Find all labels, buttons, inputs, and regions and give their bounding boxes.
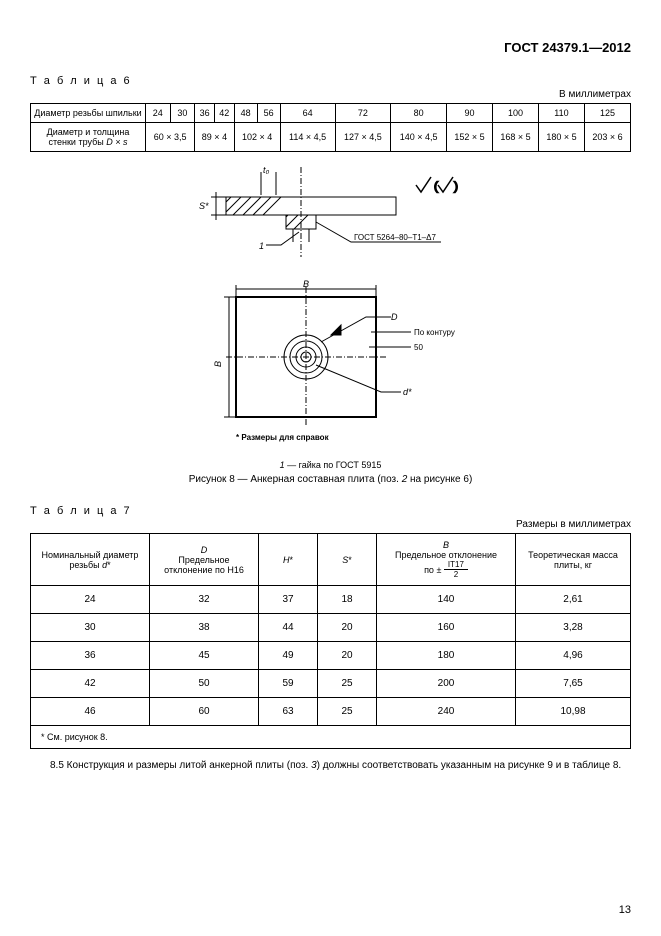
svg-text:50: 50: [414, 343, 423, 352]
t7-cell: 49: [259, 642, 318, 670]
t7-cell: 59: [259, 670, 318, 698]
t7-cell: 42: [31, 670, 150, 698]
t7-cell: 25: [318, 698, 377, 726]
svg-text:B: B: [213, 361, 223, 367]
figure-8: ГОСТ 5264–80–Т1–Δ7 1 S* t₀ ( ): [30, 167, 631, 450]
t6-cell: 24: [146, 104, 171, 123]
table6-label: Т а б л и ц а 6: [30, 75, 631, 87]
figure-note: 1 — 1 — гайка по ГОСТ 5915гайка по ГОСТ …: [30, 460, 631, 470]
table7-label: Т а б л и ц а 7: [30, 505, 631, 517]
t7-cell: 32: [150, 586, 259, 614]
t6-cell: 125: [584, 104, 630, 123]
t6-cell: 127 × 4,5: [335, 123, 391, 152]
t7-cell: 140: [377, 586, 516, 614]
t7-cell: 25: [318, 670, 377, 698]
t7-footnote: * См. рисунок 8.: [31, 726, 631, 749]
svg-text:(: (: [434, 179, 438, 193]
t7-cell: 7,65: [516, 670, 631, 698]
doc-header: ГОСТ 24379.1—2012: [30, 40, 631, 55]
t6-cell: 56: [257, 104, 280, 123]
svg-text:1: 1: [259, 241, 264, 251]
t6-cell: 102 × 4: [234, 123, 280, 152]
t6-cell: 80: [391, 104, 447, 123]
t7-cell: 24: [31, 586, 150, 614]
t6-cell: 60 × 3,5: [146, 123, 195, 152]
figure-svg: ГОСТ 5264–80–Т1–Δ7 1 S* t₀ ( ): [191, 167, 471, 447]
svg-text:): ): [454, 179, 458, 193]
t7-h6: Теоретическая масса плиты, кг: [516, 534, 631, 586]
t7-cell: 46: [31, 698, 150, 726]
t6-cell: 203 × 6: [584, 123, 630, 152]
t6-cell: 42: [214, 104, 234, 123]
t7-cell: 160: [377, 614, 516, 642]
t7-cell: 20: [318, 642, 377, 670]
t6-cell: 140 × 4,5: [391, 123, 447, 152]
t6-cell: 100: [493, 104, 539, 123]
svg-text:B: B: [303, 279, 309, 289]
t7-cell: 60: [150, 698, 259, 726]
t7-cell: 20: [318, 614, 377, 642]
t7-cell: 10,98: [516, 698, 631, 726]
t7-cell: 44: [259, 614, 318, 642]
t7-h2: DПредельное отклонение по H16: [150, 534, 259, 586]
t6-r2-label: Диаметр и толщина стенки трубы D × s: [31, 123, 146, 152]
t7-cell: 3,28: [516, 614, 631, 642]
t6-cell: 89 × 4: [195, 123, 234, 152]
t7-h1: Номинальный диаметр резьбы d*: [31, 534, 150, 586]
gost-label: ГОСТ 5264–80–Т1–Δ7: [354, 233, 436, 242]
t6-cell: 30: [170, 104, 195, 123]
t6-cell: 72: [335, 104, 391, 123]
t7-cell: 240: [377, 698, 516, 726]
t7-cell: 36: [31, 642, 150, 670]
svg-text:t₀: t₀: [263, 167, 270, 175]
t7-cell: 200: [377, 670, 516, 698]
t7-cell: 18: [318, 586, 377, 614]
table6-units: В миллиметрах: [30, 89, 631, 100]
t7-h3: H*: [259, 534, 318, 586]
t6-cell: 180 × 5: [538, 123, 584, 152]
table6: Диаметр резьбы шпильки243036424856647280…: [30, 103, 631, 152]
page-number: 13: [619, 904, 631, 916]
t6-cell: 110: [538, 104, 584, 123]
dims-note: * Размеры для справок: [236, 433, 330, 442]
page: ГОСТ 24379.1—2012 Т а б л и ц а 6 В милл…: [0, 0, 661, 936]
t7-cell: 50: [150, 670, 259, 698]
svg-text:S*: S*: [199, 201, 209, 211]
svg-text:d*: d*: [403, 387, 412, 397]
t7-cell: 45: [150, 642, 259, 670]
t7-h4: S*: [318, 534, 377, 586]
t7-cell: 37: [259, 586, 318, 614]
t6-cell: 152 × 5: [447, 123, 493, 152]
t6-r1-label: Диаметр резьбы шпильки: [31, 104, 146, 123]
t6-cell: 36: [195, 104, 215, 123]
figure-caption: Рисунок 8 — Анкерная составная плита (по…: [30, 474, 631, 485]
table7: Номинальный диаметр резьбы d* DПредельно…: [30, 533, 631, 749]
t6-cell: 48: [234, 104, 257, 123]
t7-cell: 30: [31, 614, 150, 642]
t7-cell: 38: [150, 614, 259, 642]
t7-cell: 180: [377, 642, 516, 670]
t6-cell: 114 × 4,5: [280, 123, 335, 152]
t6-cell: 64: [280, 104, 335, 123]
t6-cell: 168 × 5: [493, 123, 539, 152]
svg-text:D: D: [391, 312, 398, 322]
contour-label: По контуру: [414, 328, 455, 337]
t7-h5: BПредельное отклонение по ± IT17 2: [377, 534, 516, 586]
t7-cell: 4,96: [516, 642, 631, 670]
t7-cell: 63: [259, 698, 318, 726]
paragraph-8-5: 8.5 Конструкция и размеры литой анкерной…: [30, 759, 631, 773]
t6-cell: 90: [447, 104, 493, 123]
t7-cell: 2,61: [516, 586, 631, 614]
table7-units: Размеры в миллиметрах: [30, 519, 631, 530]
